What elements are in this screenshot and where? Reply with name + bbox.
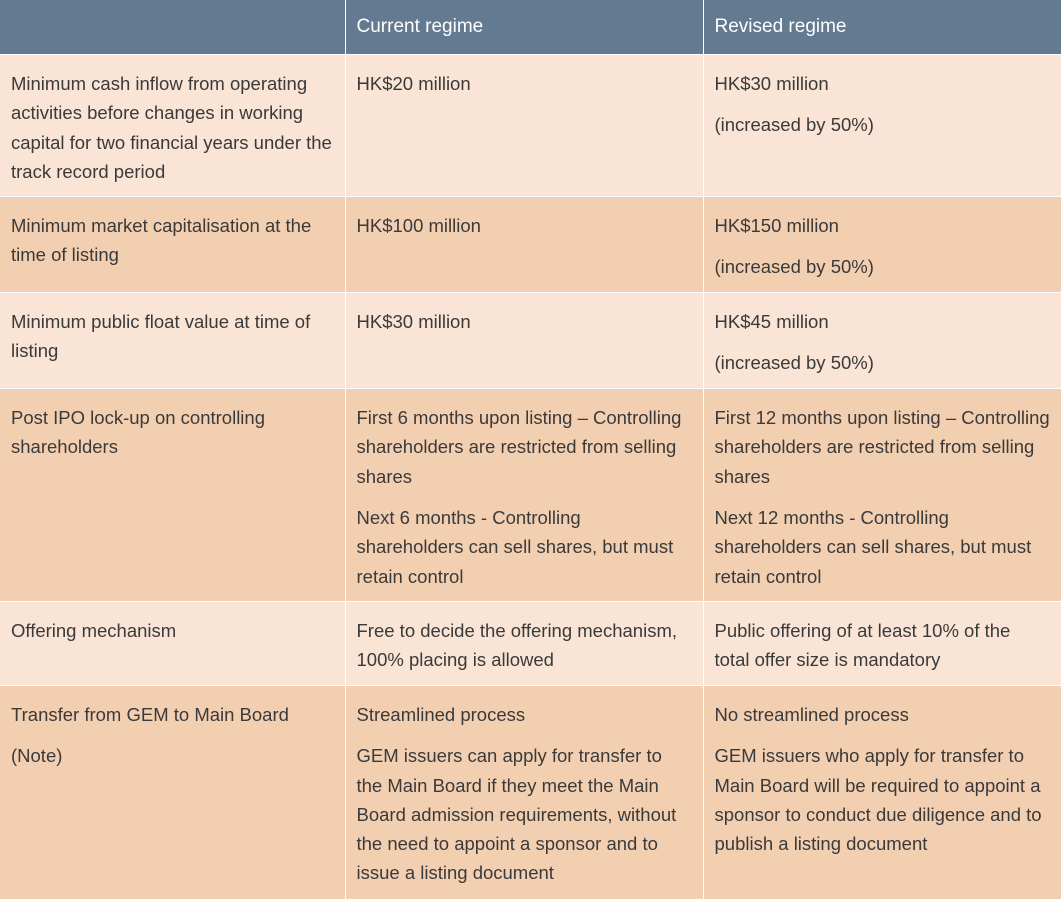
- row-label-note: (Note): [11, 745, 63, 767]
- row-label-text: Offering mechanism: [11, 619, 177, 641]
- revised-text: HK$30 million: [714, 73, 829, 94]
- revised-cell: First 12 months upon listing – Controlli…: [702, 388, 1061, 602]
- current-text: HK$100 million: [356, 215, 481, 237]
- row-label: Minimum cash inflow from operating activ…: [0, 54, 345, 197]
- revised-cell: No streamlined process GEM issuers who ap…: [702, 685, 1061, 899]
- row-label-text: Minimum market capitalisation at the tim…: [11, 215, 312, 266]
- table-row: Minimum market capitalisation at the tim…: [0, 196, 1061, 293]
- current-text-2: Next 6 months - Controlling shareholders…: [356, 507, 674, 587]
- current-cell: Streamlined process GEM issuers can apply…: [344, 685, 703, 899]
- revised-text: HK$45 million: [714, 311, 829, 333]
- current-text: First 6 months upon listing – Controllin…: [356, 407, 682, 487]
- current-text: Streamlined process: [356, 703, 526, 725]
- current-text: Free to decide the offering mechanism, 1…: [356, 619, 678, 671]
- header-current-regime: Current regime: [344, 0, 703, 55]
- current-cell: HK$30 million: [344, 292, 703, 389]
- revised-note: (increased by 50%): [714, 352, 874, 374]
- header-row: Current regime Revised regime: [0, 0, 1061, 55]
- revised-text: No streamlined process: [714, 703, 909, 725]
- table-row: Transfer from GEM to Main Board (Note) St…: [0, 685, 1061, 899]
- table-row: Post IPO lock-up on controlling sharehol…: [0, 388, 1061, 602]
- current-text-2: GEM issuers can apply for transfer to th…: [356, 745, 677, 884]
- current-text: HK$20 million: [356, 73, 471, 94]
- table-row: Offering mechanism Free to decide the of…: [0, 601, 1061, 686]
- revised-text: Public offering of at least 10% of the t…: [714, 619, 1011, 671]
- current-cell: HK$20 million: [344, 54, 703, 197]
- table-row: Minimum cash inflow from operating activ…: [0, 54, 1061, 197]
- row-label: Minimum public float value at time of li…: [0, 292, 345, 389]
- current-cell: HK$100 million: [344, 196, 703, 293]
- row-label: Transfer from GEM to Main Board (Note): [0, 685, 345, 899]
- revised-cell: Public offering of at least 10% of the t…: [702, 601, 1061, 686]
- revised-cell: HK$150 million (increased by 50%): [702, 196, 1061, 293]
- row-label: Minimum market capitalisation at the tim…: [0, 196, 345, 293]
- revised-text: First 12 months upon listing – Controlli…: [714, 407, 1050, 487]
- row-label-text: Minimum public float value at time of li…: [11, 311, 311, 362]
- table-row: Minimum public float value at time of li…: [0, 292, 1061, 389]
- revised-text: HK$150 million: [714, 215, 839, 237]
- row-label: Post IPO lock-up on controlling sharehol…: [0, 388, 345, 602]
- row-label: Offering mechanism: [0, 601, 345, 686]
- row-label-text: Transfer from GEM to Main Board: [11, 703, 289, 725]
- revised-text-2: Next 12 months - Controlling shareholder…: [714, 507, 1032, 587]
- row-label-text: Post IPO lock-up on controlling sharehol…: [11, 407, 265, 458]
- table-header: Current regime Revised regime: [0, 0, 1061, 55]
- revised-note: (increased by 50%): [714, 114, 874, 136]
- current-cell: First 6 months upon listing – Controllin…: [344, 388, 703, 602]
- row-label-text: Minimum cash inflow from operating activ…: [11, 73, 332, 182]
- revised-note: (increased by 50%): [714, 256, 874, 278]
- revised-text-2: GEM issuers who apply for transfer to Ma…: [714, 745, 1042, 855]
- revised-cell: HK$30 million (increased by 50%): [702, 54, 1061, 197]
- header-revised-regime: Revised regime: [702, 0, 1061, 55]
- current-text: HK$30 million: [356, 311, 471, 333]
- revised-cell: HK$45 million (increased by 50%): [702, 292, 1061, 389]
- current-cell: Free to decide the offering mechanism, 1…: [344, 601, 703, 686]
- header-criterion: [0, 0, 345, 55]
- table-body: Minimum cash inflow from operating activ…: [0, 54, 1061, 899]
